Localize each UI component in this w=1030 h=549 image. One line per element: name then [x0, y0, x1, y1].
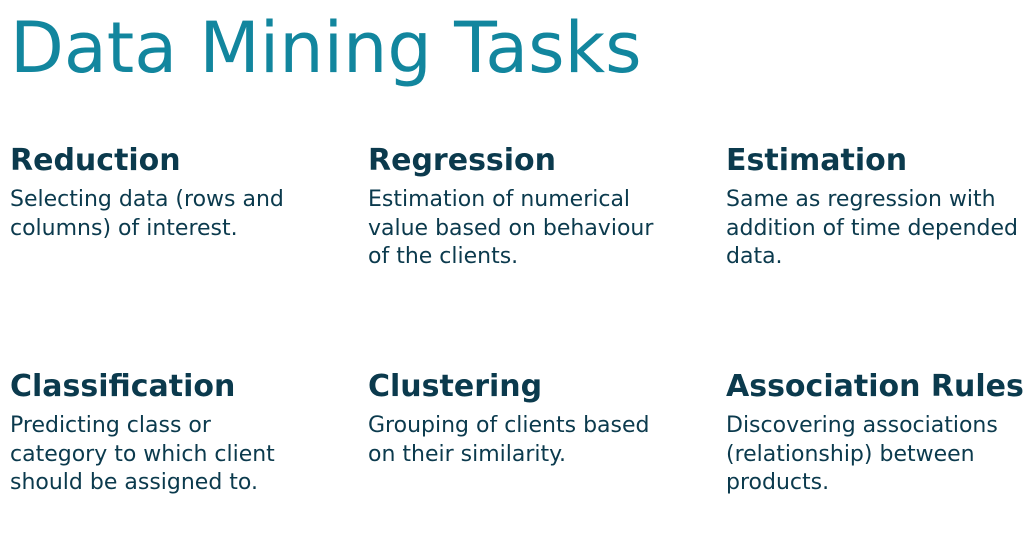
task-description: Grouping of clients based on their simil…: [368, 413, 650, 467]
task-heading: Association Rules: [726, 369, 1024, 404]
task-heading: Estimation: [726, 143, 908, 178]
task-heading: Clustering: [368, 369, 543, 404]
task-heading: Regression: [368, 143, 557, 178]
task-association-rules: Association Rules Discovering associatio…: [726, 368, 1026, 498]
task-clustering: Clustering Grouping of clients based on …: [368, 368, 668, 469]
task-description: Same as regression with addition of time…: [726, 187, 1018, 269]
task-regression: Regression Estimation of numerical value…: [368, 142, 668, 272]
task-heading: Classification: [10, 369, 236, 404]
task-description: Selecting data (rows and columns) of int…: [10, 187, 284, 241]
task-description: Predicting class or category to which cl…: [10, 413, 275, 495]
slide-title: Data Mining Tasks: [10, 7, 642, 89]
task-estimation: Estimation Same as regression with addit…: [726, 142, 1026, 272]
task-description: Estimation of numerical value based on b…: [368, 187, 654, 269]
task-reduction: Reduction Selecting data (rows and colum…: [10, 142, 310, 243]
task-classification: Classification Predicting class or categ…: [10, 368, 310, 498]
task-description: Discovering associations (relationship) …: [726, 413, 998, 495]
task-heading: Reduction: [10, 143, 181, 178]
